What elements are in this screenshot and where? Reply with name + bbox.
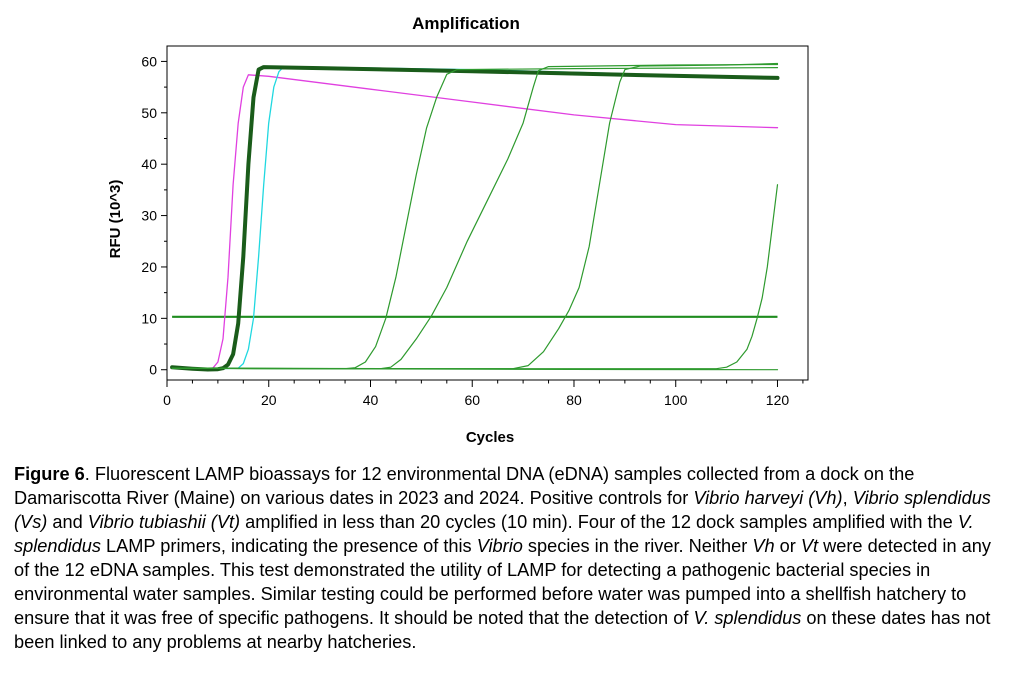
- species-vs: Vibrio splendidus (Vs): [14, 488, 991, 532]
- plot-frame: [166, 45, 809, 381]
- figure-caption: Figure 6. Fluorescent LAMP bioassays for…: [14, 462, 1004, 654]
- x-tick-label: 20: [261, 392, 277, 408]
- figure-label: Figure 6: [14, 464, 85, 484]
- x-tick-label: 100: [664, 392, 688, 408]
- species-vt: Vibrio tubiashii (Vt): [87, 512, 241, 532]
- y-tick-label: 40: [141, 156, 157, 172]
- x-axis-label: Cycles: [466, 429, 514, 446]
- species-vsp: V. splendidus: [14, 512, 974, 556]
- series-line-8: [171, 367, 779, 371]
- series-line-1: [171, 74, 779, 370]
- caption-or: or: [774, 536, 801, 556]
- y-axis-label: RFU (10^3): [107, 180, 124, 259]
- x-tick-label: 60: [464, 392, 480, 408]
- caption-sep: ,: [842, 488, 853, 508]
- caption-text: amplified in less than 20 cycles (10 min…: [240, 512, 958, 532]
- y-tick-label: 30: [141, 208, 157, 224]
- abbr-vh: Vh: [752, 536, 775, 556]
- y-tick-label: 60: [141, 53, 157, 69]
- y-tick-label: 20: [141, 259, 157, 275]
- caption-text: on these dates has not been linked to an…: [14, 608, 991, 652]
- genus-vibrio: Vibrio: [476, 536, 523, 556]
- chart-title: Amplification: [412, 14, 520, 33]
- caption-text: LAMP primers, indicating the presence of…: [100, 536, 477, 556]
- x-tick-label: 0: [163, 392, 171, 408]
- abbr-vt: Vt: [800, 536, 819, 556]
- series-layer: [170, 62, 780, 372]
- amplification-chart: Amplification 0 10 20 30 40 50 60 0 20 40 60 80 100…: [107, 14, 809, 446]
- caption-text: were detected in any of the 12 eDNA samp…: [14, 536, 991, 628]
- x-axis: 0 20 40 60 80 100 120: [163, 380, 804, 408]
- caption-text: . Fluorescent LAMP bioassays for 12 envi…: [14, 464, 915, 508]
- series-line-5: [171, 63, 779, 370]
- series-line-4: [171, 67, 779, 370]
- series-line-3: [170, 65, 780, 372]
- series-line-7: [171, 184, 779, 370]
- series-line-6: [171, 62, 779, 370]
- series-line-2: [171, 65, 779, 370]
- y-tick-label: 0: [149, 362, 157, 378]
- species-vsp: V. splendidus: [693, 608, 802, 628]
- y-tick-label: 10: [141, 310, 157, 326]
- x-tick-label: 120: [766, 392, 790, 408]
- caption-and: and: [47, 512, 88, 532]
- chart-canvas: Amplification 0 10 20 30 40 50 60 0 20 40 60 80 100…: [107, 14, 809, 446]
- caption-text: species in the river. Neither: [522, 536, 753, 556]
- y-tick-label: 50: [141, 105, 157, 121]
- x-tick-label: 80: [566, 392, 582, 408]
- species-vh: Vibrio harveyi (Vh): [693, 488, 843, 508]
- x-tick-label: 40: [363, 392, 379, 408]
- y-axis: 0 10 20 30 40 50 60: [141, 53, 167, 378]
